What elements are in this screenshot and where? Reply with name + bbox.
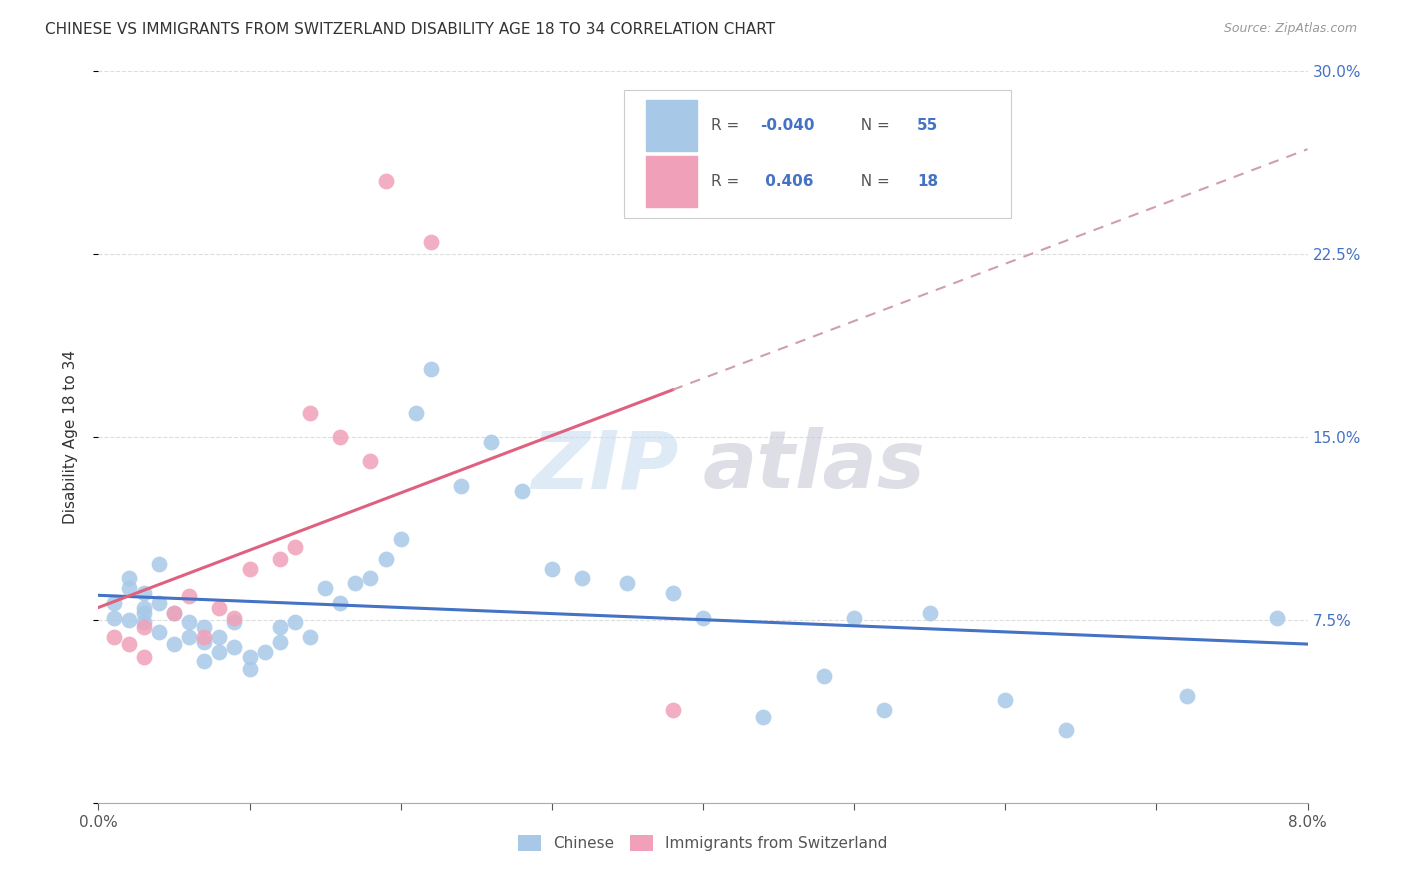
Point <box>510 483 533 498</box>
Point <box>132 620 155 634</box>
Point <box>284 540 307 554</box>
Text: Source: ZipAtlas.com: Source: ZipAtlas.com <box>1223 22 1357 36</box>
Point <box>540 562 562 576</box>
Point <box>1175 689 1198 703</box>
Text: 18: 18 <box>917 174 938 189</box>
Point <box>118 637 141 651</box>
Point <box>420 361 443 376</box>
Point <box>360 454 382 468</box>
Point <box>692 610 714 624</box>
Point <box>844 610 866 624</box>
Point <box>329 596 352 610</box>
Point <box>752 710 775 724</box>
Point <box>269 552 291 566</box>
Point <box>132 649 155 664</box>
Point <box>329 430 352 444</box>
Point <box>239 662 262 676</box>
Text: R =: R = <box>711 174 745 189</box>
Point <box>118 613 141 627</box>
Point <box>571 572 593 586</box>
Text: 0.406: 0.406 <box>759 174 813 189</box>
Point <box>118 581 141 595</box>
Text: R =: R = <box>711 118 745 133</box>
Bar <box>647 100 697 151</box>
Text: atlas: atlas <box>703 427 925 506</box>
Point <box>994 693 1017 707</box>
Point <box>239 649 262 664</box>
Point <box>163 606 186 620</box>
Point <box>103 630 125 644</box>
Point <box>193 620 215 634</box>
Point <box>224 615 246 630</box>
Point <box>450 479 472 493</box>
Point <box>873 703 896 717</box>
Point <box>148 625 170 640</box>
Text: N =: N = <box>851 174 894 189</box>
Point <box>1054 723 1077 737</box>
Point <box>132 586 155 600</box>
Point <box>284 615 307 630</box>
Point <box>179 615 201 630</box>
Point <box>163 606 186 620</box>
Point <box>224 610 246 624</box>
Text: -0.040: -0.040 <box>759 118 814 133</box>
Point <box>616 576 638 591</box>
Text: 55: 55 <box>917 118 938 133</box>
Point <box>103 596 125 610</box>
Point <box>208 600 231 615</box>
Point <box>374 552 396 566</box>
Point <box>269 620 291 634</box>
Point <box>132 606 155 620</box>
FancyBboxPatch shape <box>624 89 1011 218</box>
Point <box>208 630 231 644</box>
Point <box>163 637 186 651</box>
Point <box>193 654 215 668</box>
Point <box>314 581 336 595</box>
Y-axis label: Disability Age 18 to 34: Disability Age 18 to 34 <box>63 350 77 524</box>
Point <box>813 669 835 683</box>
Point <box>132 600 155 615</box>
Point <box>389 533 412 547</box>
Point <box>420 235 443 249</box>
Point <box>374 174 396 188</box>
Point <box>661 703 683 717</box>
Point <box>1267 610 1289 624</box>
Text: CHINESE VS IMMIGRANTS FROM SWITZERLAND DISABILITY AGE 18 TO 34 CORRELATION CHART: CHINESE VS IMMIGRANTS FROM SWITZERLAND D… <box>45 22 775 37</box>
Point <box>481 434 503 449</box>
Point <box>344 576 367 591</box>
Point <box>103 610 125 624</box>
Point <box>148 596 170 610</box>
Point <box>118 572 141 586</box>
Point <box>239 562 262 576</box>
Point <box>193 630 215 644</box>
Point <box>299 630 322 644</box>
Point <box>224 640 246 654</box>
Point <box>132 615 155 630</box>
Point <box>193 635 215 649</box>
Point <box>360 572 382 586</box>
Point <box>179 589 201 603</box>
Point <box>269 635 291 649</box>
Text: N =: N = <box>851 118 894 133</box>
Point <box>661 586 683 600</box>
Point <box>918 606 941 620</box>
Point <box>299 406 322 420</box>
Point <box>179 630 201 644</box>
Legend: Chinese, Immigrants from Switzerland: Chinese, Immigrants from Switzerland <box>512 830 894 857</box>
Point <box>253 645 276 659</box>
Bar <box>647 156 697 208</box>
Text: ZIP: ZIP <box>531 427 679 506</box>
Point <box>405 406 427 420</box>
Point <box>148 557 170 571</box>
Point <box>208 645 231 659</box>
